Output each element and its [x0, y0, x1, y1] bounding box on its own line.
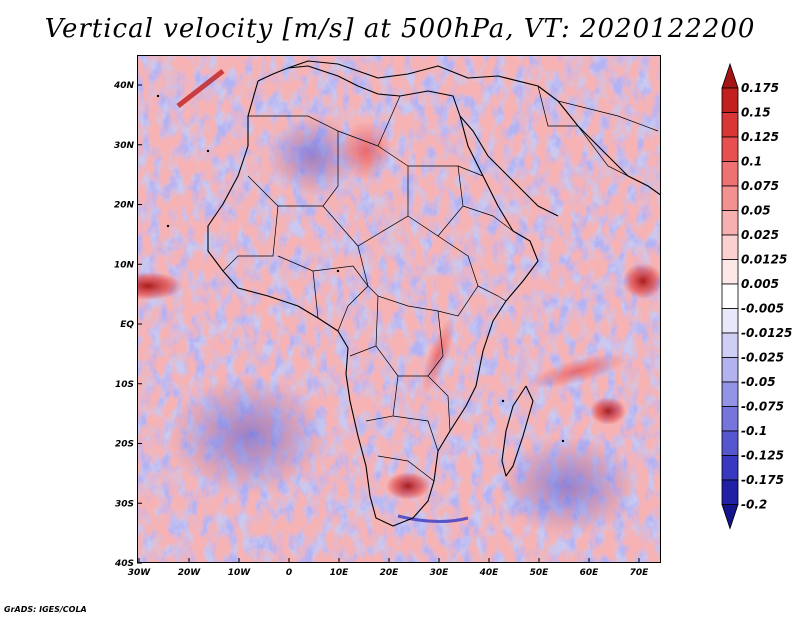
lon-tick-label: 60E	[580, 568, 600, 578]
colorbar-label: 0.025	[741, 228, 779, 242]
colorbar-label: -0.025	[741, 351, 784, 365]
colorbar-swatch	[721, 455, 739, 481]
lat-tick-label: EQ	[120, 320, 134, 330]
colorbar-label: 0.1	[741, 155, 762, 169]
colorbar-label: 0.05	[741, 204, 771, 218]
lat-tick-label: 40N	[113, 81, 135, 91]
lon-tick-label: 10E	[330, 568, 350, 578]
lon-tick-label: 30E	[430, 568, 450, 578]
colorbar-label: 0.075	[741, 179, 779, 193]
colorbar-swatch	[721, 332, 739, 358]
lon-tick-label: 20E	[380, 568, 400, 578]
colorbar-swatch	[721, 283, 739, 309]
lat-tick-label: 30N	[114, 141, 135, 151]
colorbar-min-arrow	[721, 504, 739, 530]
colorbar-label: -0.2	[741, 498, 767, 512]
colorbar-swatch	[721, 210, 739, 236]
map-title: Vertical velocity [m/s] at 500hPa, VT: 2…	[44, 14, 756, 44]
colorbar-label: 0.125	[741, 130, 779, 144]
colorbar-swatch	[721, 87, 739, 113]
colorbar-swatch	[721, 161, 739, 187]
map-panel	[137, 55, 661, 563]
colorbar-label: 0.0125	[741, 253, 787, 267]
colorbar-label: -0.1	[741, 424, 767, 438]
country-borders	[222, 85, 659, 482]
lon-tick-label: 50E	[530, 568, 550, 578]
colorbar-swatch	[721, 430, 739, 456]
lat-tick-label: 20N	[114, 201, 135, 211]
colorbar-label: -0.125	[741, 449, 784, 463]
lon-tick-label: 30W	[128, 568, 152, 578]
lat-tick-label: 30S	[115, 499, 134, 509]
lon-tick-label: 40E	[479, 568, 500, 578]
colorbar-swatch	[721, 234, 739, 260]
colorbar-swatch	[721, 259, 739, 285]
velocity-field	[138, 56, 660, 562]
colorbar-swatch	[721, 357, 739, 383]
colorbar-swatch	[721, 381, 739, 407]
colorbar-swatch	[721, 112, 739, 138]
colorbar-swatch	[721, 136, 739, 162]
lon-tick-label: 10W	[228, 568, 252, 578]
credit-text: GrADS: IGES/COLA	[4, 605, 87, 614]
colorbar-label: 0.175	[741, 81, 779, 95]
colorbar-label: -0.175	[741, 473, 784, 487]
colorbar-swatch	[721, 308, 739, 334]
lon-tick-label: 0	[286, 568, 292, 578]
lon-tick-label: 20W	[178, 568, 202, 578]
colorbar-swatch	[721, 185, 739, 211]
lat-tick-label: 10N	[114, 260, 135, 270]
colorbar-label: 0.15	[741, 106, 771, 120]
colorbar-label: -0.005	[741, 302, 784, 316]
colorbar-label: -0.05	[741, 375, 776, 389]
colorbar-swatch	[721, 479, 739, 505]
colorbar-max-arrow	[721, 62, 739, 89]
colorbar-label: -0.0125	[741, 326, 792, 340]
lat-tick-label: 10S	[115, 380, 134, 390]
lat-tick-label: 40S	[114, 559, 134, 569]
lat-tick-label: 20S	[115, 440, 134, 450]
lon-tick-label: 70E	[630, 568, 650, 578]
colorbar: 0.175 0.15 0.125 0.1 0.075 0.05 0.025 0.0125 0.0…	[721, 62, 792, 530]
colorbar-label: -0.075	[741, 400, 784, 414]
colorbar-label: 0.005	[741, 277, 779, 291]
colorbar-swatch	[721, 406, 739, 432]
